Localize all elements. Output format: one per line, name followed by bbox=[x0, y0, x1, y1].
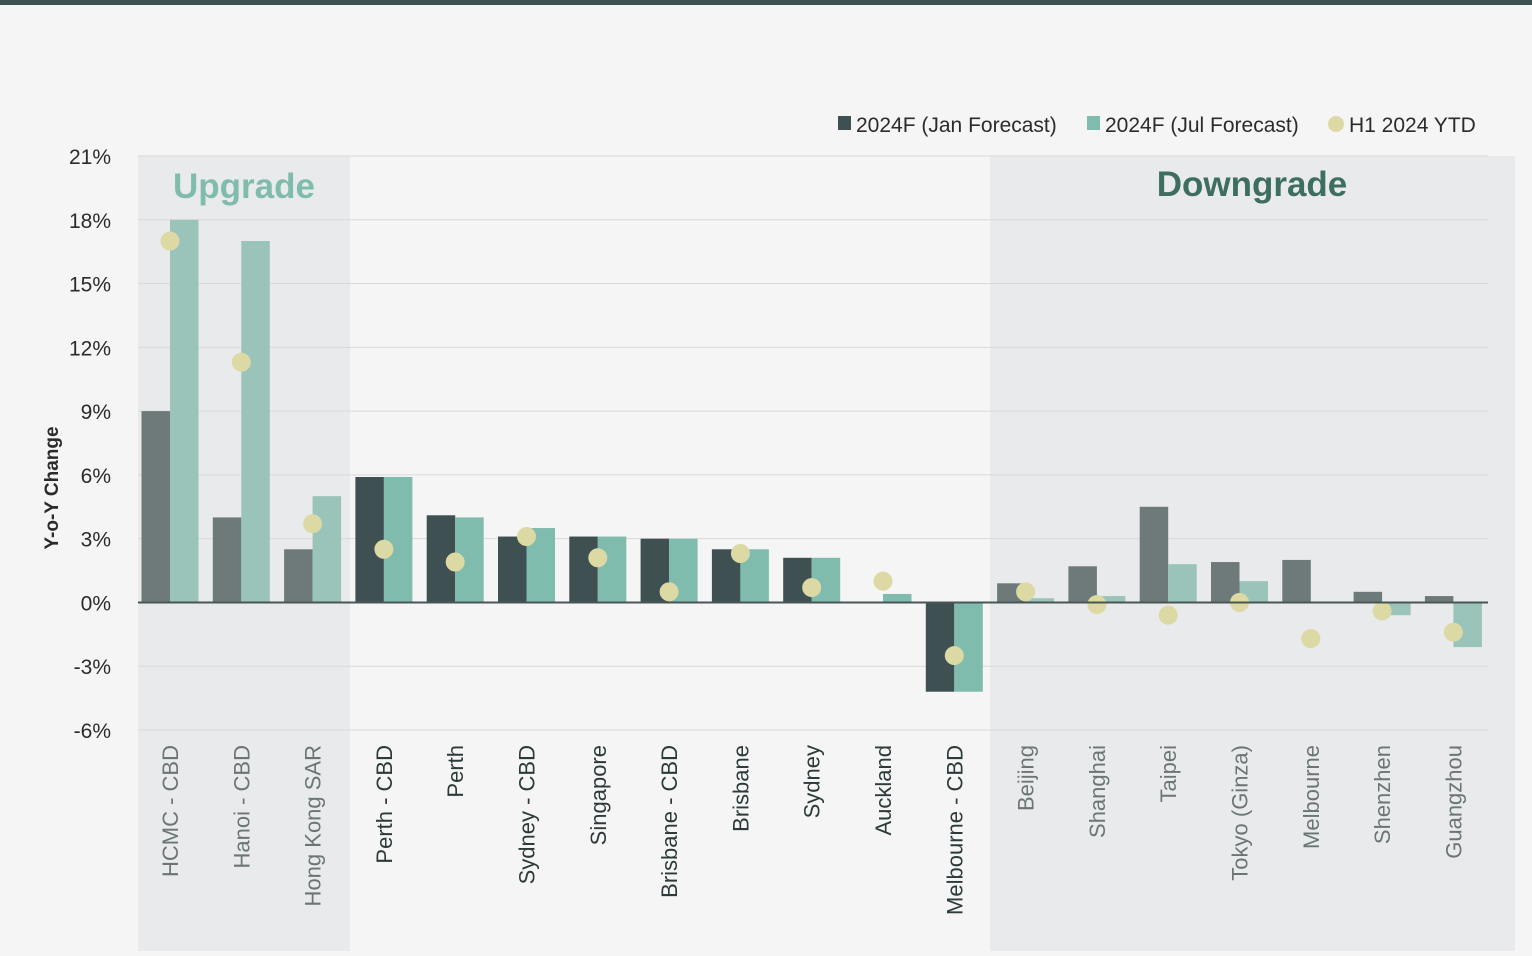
x-category-label: Sydney bbox=[800, 745, 825, 818]
y-axis-label: Y-o-Y Change bbox=[42, 426, 63, 549]
bar-jan-forecast bbox=[212, 517, 242, 603]
x-category-label: HCMC - CBD bbox=[158, 745, 183, 877]
ytd-dot bbox=[517, 527, 536, 547]
y-tick-labels: 21% 18% 15% 12% 9% 6% 3% 0% -3% -6% bbox=[69, 146, 111, 743]
bar-jan-forecast bbox=[1424, 596, 1454, 603]
bar-jul-forecast bbox=[954, 602, 983, 692]
bar-jan-forecast bbox=[925, 602, 955, 692]
x-category-label: Hanoi - CBD bbox=[229, 745, 254, 868]
ytd-dot bbox=[802, 578, 822, 598]
x-category-label: Beijing bbox=[1014, 745, 1039, 811]
x-category-labels: HCMC - CBD Hanoi - CBD Hong Kong SAR Perth … bbox=[158, 745, 1466, 915]
bar-jul-forecast bbox=[1096, 596, 1126, 603]
x-category-label: Brisbane - CBD bbox=[657, 745, 682, 898]
ytd-dot bbox=[873, 571, 893, 591]
x-category-label: Sydney - CBD bbox=[515, 745, 540, 884]
bar-jul-forecast bbox=[170, 219, 199, 603]
x-category-label: Perth bbox=[443, 745, 468, 798]
x-category-label: Brisbane bbox=[728, 745, 753, 832]
legend: 2024F (Jan Forecast) 2024F (Jul Forecast)… bbox=[838, 114, 1476, 137]
legend-swatch-jul bbox=[1087, 116, 1100, 130]
y-tick-label: -3% bbox=[74, 656, 111, 679]
bar-jan-forecast bbox=[569, 536, 598, 603]
x-category-label: Tokyo (Ginza) bbox=[1228, 745, 1253, 881]
bar-jul-forecast bbox=[241, 241, 270, 603]
ytd-dots bbox=[160, 231, 1463, 666]
annotations: Upgrade Downgrade bbox=[173, 165, 1347, 206]
y-tick-label: -6% bbox=[74, 720, 111, 743]
y-tick-label: 21% bbox=[69, 146, 111, 169]
ytd-dot bbox=[1301, 629, 1321, 649]
ytd-dot bbox=[588, 548, 608, 568]
x-category-label: Guangzhou bbox=[1441, 745, 1466, 859]
ytd-dot bbox=[303, 514, 323, 534]
y-tick-label: 6% bbox=[81, 465, 111, 488]
bar-jul-forecast bbox=[883, 593, 912, 603]
legend-swatch-ytd bbox=[1328, 116, 1344, 132]
x-category-label: Shanghai bbox=[1085, 745, 1110, 838]
bar-jul-forecast bbox=[312, 496, 342, 603]
ytd-dot bbox=[445, 552, 465, 572]
bar-jan-forecast bbox=[1282, 559, 1311, 603]
bar-jul-forecast bbox=[1025, 598, 1055, 603]
x-category-label: Auckland bbox=[871, 745, 896, 836]
bar-jan-forecast bbox=[1139, 506, 1169, 603]
ytd-dot bbox=[1087, 595, 1107, 615]
bar-jan-forecast bbox=[355, 477, 384, 603]
y-tick-label: 15% bbox=[69, 274, 111, 297]
legend-swatch-jan bbox=[838, 116, 851, 130]
ytd-dot bbox=[231, 352, 251, 372]
legend-label-ytd: H1 2024 YTD bbox=[1349, 114, 1476, 137]
ytd-dot bbox=[1016, 582, 1036, 602]
downgrade-label: Downgrade bbox=[1157, 165, 1348, 204]
upgrade-label: Upgrade bbox=[173, 167, 315, 206]
y-tick-label: 9% bbox=[81, 401, 111, 424]
x-category-label: Taipei bbox=[1156, 745, 1181, 802]
ytd-dot bbox=[1443, 622, 1463, 642]
bar-jul-forecast bbox=[597, 536, 627, 603]
top-rule bbox=[0, 0, 1532, 5]
x-category-label: Melbourne - CBD bbox=[942, 745, 967, 915]
gridlines bbox=[138, 155, 1488, 731]
legend-label-jan: 2024F (Jan Forecast) bbox=[856, 114, 1057, 137]
legend-label-jul: 2024F (Jul Forecast) bbox=[1105, 114, 1299, 137]
ytd-dot bbox=[1158, 605, 1178, 625]
x-category-label: Perth - CBD bbox=[372, 745, 397, 864]
y-tick-label: 0% bbox=[81, 592, 111, 615]
x-category-label: Shenzhen bbox=[1370, 745, 1395, 844]
y-tick-label: 3% bbox=[81, 529, 111, 552]
bar-jan-forecast bbox=[1353, 591, 1383, 603]
x-category-label: Hong Kong SAR bbox=[301, 745, 326, 906]
y-tick-label: 18% bbox=[69, 210, 111, 233]
bar-jan-forecast bbox=[498, 536, 527, 603]
ytd-dot bbox=[1372, 601, 1392, 621]
x-category-label: Melbourne bbox=[1299, 745, 1324, 849]
x-category-label: Singapore bbox=[586, 745, 611, 845]
bar-jul-forecast bbox=[1168, 564, 1197, 603]
bar-jan-forecast bbox=[284, 549, 313, 603]
y-tick-label: 12% bbox=[69, 337, 111, 360]
downgrade-region bbox=[990, 156, 1515, 951]
ytd-dot bbox=[944, 646, 964, 666]
ytd-dot bbox=[160, 231, 180, 251]
bar-jul-forecast bbox=[383, 477, 413, 603]
ytd-dot bbox=[659, 582, 679, 602]
ytd-dot bbox=[730, 544, 750, 564]
ytd-dot bbox=[374, 539, 394, 559]
bar-jan-forecast bbox=[141, 411, 170, 603]
